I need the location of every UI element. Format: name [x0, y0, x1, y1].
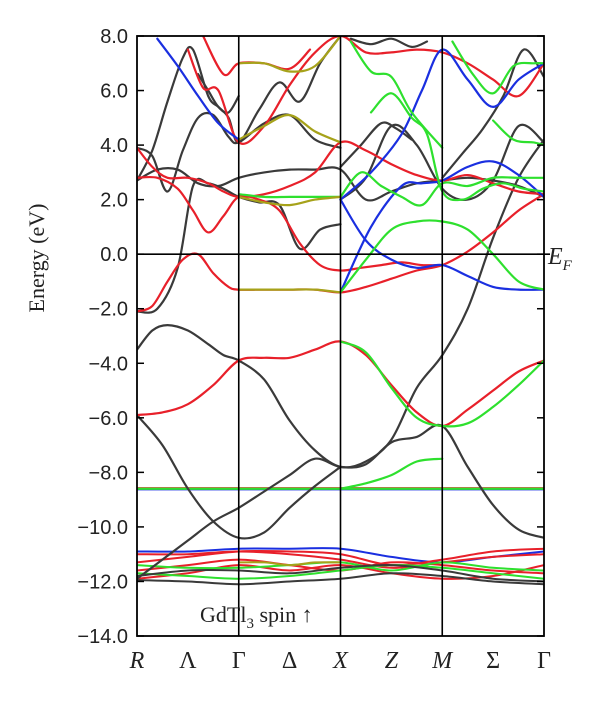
- y-tick-label: −8.0: [89, 462, 128, 484]
- fermi-label-main: E: [547, 244, 563, 270]
- kpoint-label: Z: [385, 648, 399, 674]
- y-tick-label: −14.0: [77, 626, 128, 648]
- annotation-main: GdTl: [200, 602, 246, 627]
- annotation-rest: spin ↑: [254, 602, 313, 627]
- band-red-14: [137, 175, 444, 272]
- low-band-olive-9: [238, 561, 341, 567]
- kpoint-label: Λ: [179, 648, 197, 674]
- band-red-17: [202, 36, 312, 77]
- band-black-4: [137, 177, 342, 314]
- band-olive-33: [237, 113, 342, 144]
- band-blue-18: [156, 37, 240, 141]
- y-tick-label: 8.0: [100, 26, 128, 48]
- kpoint-label: Σ: [486, 648, 500, 674]
- band-green-23: [339, 171, 544, 207]
- structure-annotation: GdTl3 spin ↑: [200, 602, 313, 632]
- band-black-11: [349, 37, 429, 49]
- fermi-label-sub: F: [562, 258, 573, 274]
- band-green-29: [451, 40, 544, 95]
- labels-layer: 8.0 6.0 4.0 2.0 0.0 −2.0 −4.0 −6.0 −8.0 −10.0 −12.…: [77, 26, 551, 674]
- y-tick-label: −2.0: [89, 299, 128, 321]
- band-black-7: [197, 73, 240, 114]
- frame-layer: [136, 35, 550, 637]
- fermi-level-label: EF: [547, 244, 573, 274]
- band-green-26: [339, 457, 444, 490]
- kpoint-label: Δ: [282, 648, 297, 674]
- y-tick-label: 6.0: [100, 81, 128, 103]
- kpoint-label: Γ: [537, 648, 551, 674]
- band-olive-31: [237, 288, 342, 294]
- band-green-22: [237, 193, 342, 199]
- y-tick-label: −6.0: [89, 408, 128, 430]
- band-green-30: [492, 119, 544, 147]
- kpoint-label: X: [332, 648, 349, 674]
- y-tick-label: −4.0: [89, 353, 128, 375]
- band-olive-34: [237, 36, 342, 73]
- plot-frame: [136, 35, 545, 637]
- y-axis-label: Energy (eV): [24, 204, 49, 313]
- band-black-9: [339, 121, 413, 168]
- band-red-16: [186, 36, 544, 145]
- y-tick-label: 0.0: [100, 244, 128, 266]
- y-tick-label: 4.0: [100, 135, 128, 157]
- band-black-2: [137, 138, 544, 469]
- kpoint-label: Γ: [232, 648, 246, 674]
- band-black-10: [441, 48, 544, 179]
- band-green-28: [369, 92, 544, 202]
- annotation-sub: 3: [246, 616, 254, 632]
- band-red-15: [137, 140, 544, 199]
- band-black-3: [137, 166, 544, 202]
- band-green-27: [349, 40, 444, 149]
- y-tick-label: −10.0: [77, 517, 128, 539]
- band-olive-32: [237, 195, 342, 207]
- y-tick-label: 2.0: [100, 190, 128, 212]
- kpoint-label: M: [431, 648, 454, 674]
- y-tick-label: −12.0: [77, 571, 128, 593]
- kpoint-label: R: [129, 648, 145, 674]
